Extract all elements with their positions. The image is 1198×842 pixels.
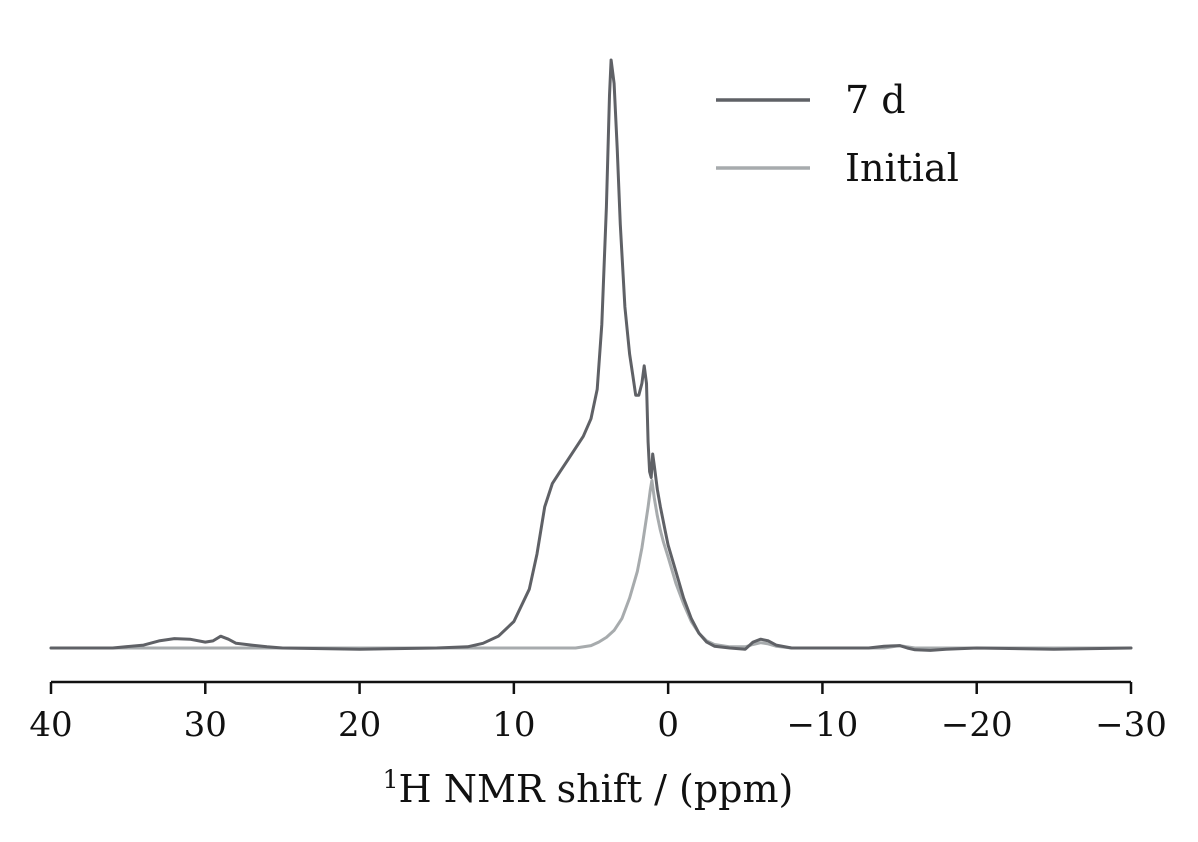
x-tick-label: −30 [1095, 705, 1167, 745]
x-axis-title-main: H NMR shift / (ppm) [399, 767, 794, 811]
x-tick-label: 0 [657, 705, 679, 745]
x-tick-label: 40 [29, 705, 72, 745]
x-axis-title-superscript: 1 [383, 765, 399, 794]
legend: 7 d Initial [716, 78, 959, 190]
x-tick-label: 10 [492, 705, 535, 745]
series-line-7-d [49, 58, 1133, 652]
x-tick-label: −10 [787, 705, 859, 745]
x-tick-label: 20 [338, 705, 381, 745]
x-tick-label: −20 [941, 705, 1013, 745]
series-line-initial [49, 478, 1133, 650]
x-tick-label: 30 [184, 705, 227, 745]
plot-area [49, 58, 1133, 652]
x-axis-title: 1H NMR shift / (ppm) [383, 765, 794, 811]
x-axis-ticks: 40 30 20 10 0 −10 −20 −30 [29, 682, 1167, 745]
legend-label-initial: Initial [845, 146, 959, 190]
legend-label-7-d: 7 d [845, 78, 906, 122]
